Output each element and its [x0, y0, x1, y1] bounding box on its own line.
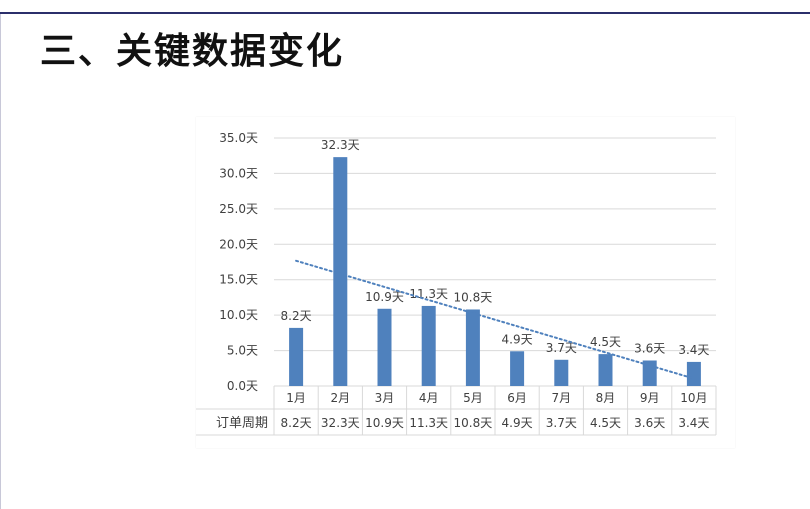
bar — [465, 309, 480, 386]
y-tick-label: 5.0天 — [227, 344, 258, 358]
y-tick-label: 35.0天 — [219, 131, 258, 145]
trendline — [295, 259, 695, 380]
y-tick-label: 20.0天 — [219, 237, 258, 251]
data-table-cell: 10.9天 — [365, 416, 404, 430]
x-tick-label: 8月 — [596, 391, 616, 405]
y-tick-label: 15.0天 — [219, 273, 258, 287]
data-table-cell: 3.4天 — [678, 416, 709, 430]
bar-chart: 0.0天 5.0天 10.0天 15.0天 20.0天 25.0天 30.0天 35.0天订单… — [196, 131, 717, 436]
data-table-cell: 10.8天 — [454, 416, 493, 430]
title-rule — [0, 12, 810, 14]
bar — [642, 360, 657, 386]
chart-area: 0.0天 5.0天 10.0天 15.0天 20.0天 25.0天 30.0天 35.0天订单… — [196, 117, 735, 448]
data-table-cell: 3.7天 — [546, 416, 577, 430]
data-label: 4.9天 — [502, 332, 533, 346]
y-tick-label: 25.0天 — [219, 202, 258, 216]
data-table-cell: 4.5天 — [590, 416, 621, 430]
slide-title: 三、关键数据变化 — [40, 31, 345, 72]
bar — [686, 361, 701, 386]
x-tick-label: 9月 — [640, 391, 660, 405]
data-table-cell: 8.2天 — [281, 416, 312, 430]
bar — [598, 354, 613, 386]
data-label: 10.9天 — [365, 290, 404, 304]
x-tick-label: 5月 — [463, 391, 483, 405]
bar — [510, 351, 525, 386]
data-table-cell: 32.3天 — [321, 416, 360, 430]
slide-border — [0, 14, 1, 509]
data-table-cell: 3.6天 — [634, 416, 665, 430]
bar — [421, 305, 436, 386]
data-label: 3.6天 — [634, 341, 665, 355]
bar — [289, 327, 304, 386]
data-label: 3.4天 — [678, 343, 709, 357]
data-label: 3.7天 — [546, 341, 577, 355]
x-tick-label: 1月 — [286, 391, 306, 405]
x-tick-label: 4月 — [419, 391, 439, 405]
data-table-cell: 4.9天 — [502, 416, 533, 430]
data-table-cell: 11.3天 — [409, 416, 448, 430]
bar — [554, 359, 569, 386]
x-tick-label: 6月 — [507, 391, 527, 405]
x-tick-label: 7月 — [551, 391, 571, 405]
data-label: 8.2天 — [281, 309, 312, 323]
data-label: 10.8天 — [454, 290, 493, 304]
data-label: 4.5天 — [590, 335, 621, 349]
y-tick-label: 10.0天 — [219, 308, 258, 322]
x-tick-label: 2月 — [330, 391, 350, 405]
bar — [377, 308, 392, 386]
data-label: 11.3天 — [409, 287, 448, 301]
data-label: 32.3天 — [321, 138, 360, 152]
x-tick-label: 3月 — [375, 391, 395, 405]
data-table-row-label: 订单周期 — [216, 416, 268, 431]
x-tick-label: 10月 — [680, 391, 707, 405]
bar — [333, 157, 348, 386]
y-tick-label: 30.0天 — [219, 166, 258, 180]
y-tick-label: 0.0天 — [227, 379, 258, 393]
